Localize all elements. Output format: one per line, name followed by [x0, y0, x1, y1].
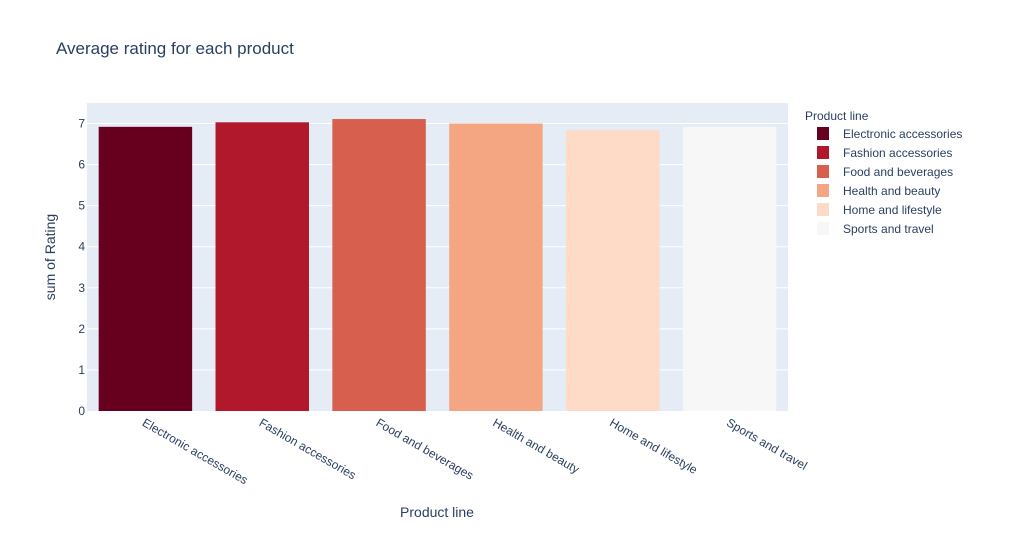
- chart-title: Average rating for each product: [56, 39, 294, 58]
- legend-swatch: [817, 165, 829, 178]
- legend-label: Home and lifestyle: [843, 203, 942, 217]
- legend-label: Health and beauty: [843, 184, 940, 198]
- bar[interactable]: [682, 126, 777, 411]
- plot-area: [87, 103, 788, 411]
- y-axis-ticks: 0 1 2 3 4 5 6 7: [78, 117, 85, 418]
- x-tick-label: Fashion accessories: [257, 415, 359, 482]
- bar[interactable]: [566, 130, 660, 411]
- x-axis-title: Product line: [400, 504, 474, 520]
- y-axis-title: sum of Rating: [42, 214, 58, 300]
- legend-label: Sports and travel: [843, 222, 934, 236]
- legend-swatch: [817, 222, 829, 235]
- legend-label: Food and beverages: [843, 165, 953, 179]
- x-tick-label: Sports and travel: [724, 415, 810, 472]
- bar[interactable]: [215, 122, 309, 411]
- legend-swatch: [817, 203, 829, 216]
- legend-item[interactable]: Food and beverages: [817, 165, 953, 179]
- legend-item[interactable]: Sports and travel: [817, 222, 934, 236]
- legend-item[interactable]: Electronic accessories: [817, 127, 962, 141]
- y-tick-label: 5: [78, 199, 85, 213]
- y-tick-label: 4: [78, 240, 85, 254]
- bars: [98, 119, 777, 412]
- y-tick-label: 0: [78, 404, 85, 418]
- y-tick-label: 2: [78, 322, 85, 336]
- y-tick-label: 1: [78, 363, 85, 377]
- x-tick-label: Electronic accessories: [140, 415, 250, 487]
- bar[interactable]: [98, 126, 193, 411]
- legend-swatch: [817, 127, 829, 140]
- x-tick-label: Home and lifestyle: [607, 415, 700, 477]
- bar[interactable]: [449, 123, 543, 412]
- x-axis-ticks: Electronic accessories Fashion accessorie…: [140, 415, 810, 487]
- x-tick-label: Food and beverages: [374, 415, 476, 482]
- bar[interactable]: [332, 119, 426, 412]
- legend-swatch: [817, 184, 829, 197]
- legend-title: Product line: [805, 109, 869, 123]
- y-tick-label: 7: [78, 117, 85, 131]
- legend-items: Electronic accessories Fashion accessorie…: [817, 127, 962, 236]
- gridlines: [87, 123, 788, 371]
- legend-item[interactable]: Health and beauty: [817, 184, 940, 198]
- legend: Product line Electronic accessories Fashi…: [805, 109, 962, 236]
- legend-label: Electronic accessories: [843, 127, 962, 141]
- y-tick-label: 3: [78, 281, 85, 295]
- y-tick-label: 6: [78, 158, 85, 172]
- legend-label: Fashion accessories: [843, 146, 952, 160]
- x-tick-label: Health and beauty: [490, 415, 581, 476]
- legend-swatch: [817, 146, 829, 159]
- legend-item[interactable]: Home and lifestyle: [817, 203, 942, 217]
- legend-item[interactable]: Fashion accessories: [817, 146, 952, 160]
